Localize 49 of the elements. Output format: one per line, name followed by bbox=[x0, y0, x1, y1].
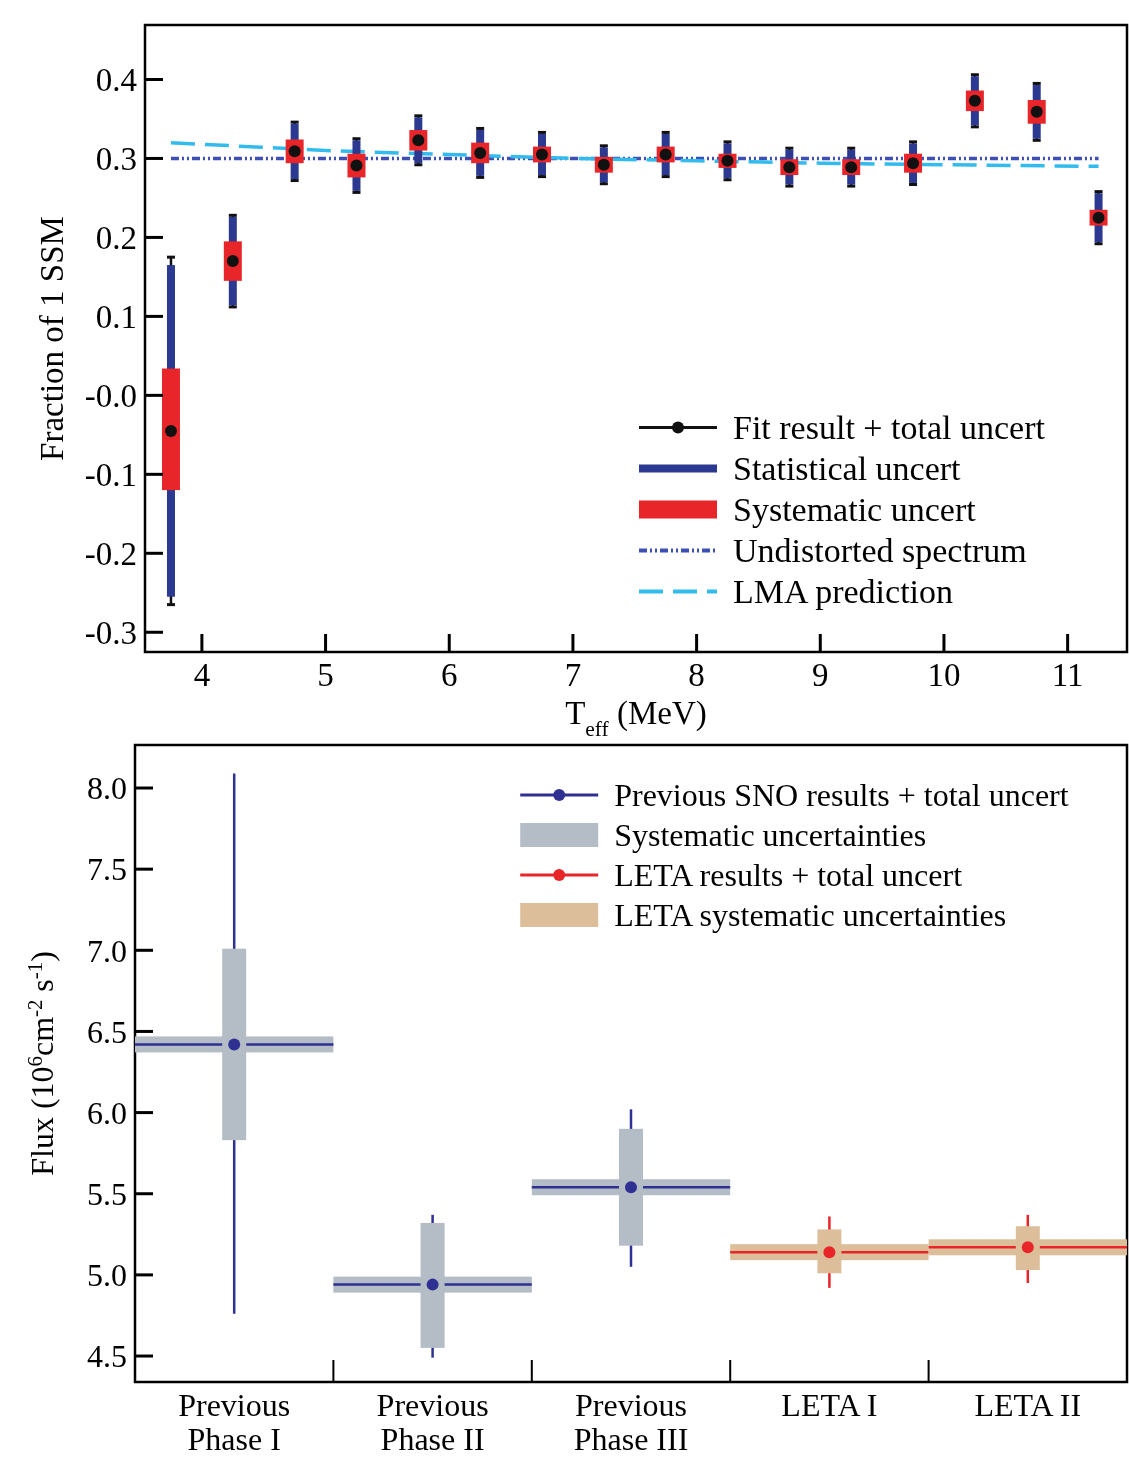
bar bbox=[161, 368, 180, 491]
x-tick-label: Previous Phase II bbox=[376, 1387, 489, 1457]
legend-label: Systematic uncertainties bbox=[614, 817, 927, 854]
x-tick-label: LETA I bbox=[781, 1387, 878, 1423]
legend-label: LETA results + total uncert bbox=[614, 857, 963, 894]
y-tick-label: 5.0 bbox=[87, 1257, 127, 1294]
y-tick-label: 0.1 bbox=[95, 298, 137, 335]
y-tick-label: 7.0 bbox=[87, 932, 127, 969]
y-tick-label: 0.3 bbox=[95, 141, 137, 177]
line-series bbox=[169, 140, 1101, 169]
y-tick-label: -0.0 bbox=[84, 377, 137, 414]
y-tick-label: -0.1 bbox=[84, 456, 137, 493]
x-tick-label: 5 bbox=[317, 657, 334, 693]
x-tick-label: Previous Phase III bbox=[573, 1387, 689, 1457]
bar bbox=[420, 1222, 445, 1348]
point bbox=[625, 1181, 637, 1194]
legend-label: Fit result + total uncert bbox=[733, 409, 1046, 447]
legend-label: Undistorted spectrum bbox=[733, 532, 1027, 570]
legend-label: LMA prediction bbox=[733, 573, 954, 611]
y-tick-label: 5.5 bbox=[87, 1175, 127, 1212]
x-tick-label: 6 bbox=[441, 657, 458, 693]
legend-label: Previous SNO results + total uncert bbox=[614, 777, 1069, 814]
y-tick-label: 7.5 bbox=[87, 851, 127, 888]
x-tick-label: LETA II bbox=[974, 1387, 1082, 1423]
y-tick-label: 6.0 bbox=[87, 1094, 127, 1131]
legend-label: LETA systematic uncertainties bbox=[614, 897, 1007, 934]
legend-label: Statistical uncert bbox=[733, 450, 962, 488]
y-tick-label: -0.3 bbox=[84, 614, 137, 651]
x-tick-label: 10 bbox=[927, 657, 961, 693]
y-tick-label: 8.0 bbox=[87, 770, 127, 807]
point bbox=[164, 424, 177, 437]
y-tick-label: -0.2 bbox=[84, 535, 137, 572]
y-axis-title: Fraction of 1 SSM bbox=[34, 216, 70, 461]
bar bbox=[619, 1128, 643, 1246]
point bbox=[228, 1038, 241, 1051]
legend-label: Systematic uncert bbox=[733, 491, 977, 529]
x-tick-label: 11 bbox=[1051, 657, 1084, 693]
x-tick-label: 7 bbox=[564, 657, 582, 693]
y-tick-label: 0.2 bbox=[95, 219, 137, 256]
x-axis-title: T$_{eff}$ (MeV) bbox=[565, 695, 707, 741]
y-tick-label: 6.5 bbox=[87, 1013, 127, 1050]
y-tick-label: 0.4 bbox=[95, 62, 137, 99]
x-tick-label: 8 bbox=[688, 657, 705, 693]
x-tick-label: 4 bbox=[193, 657, 211, 693]
bar bbox=[222, 948, 247, 1141]
x-tick-label: 9 bbox=[812, 657, 829, 693]
y-tick-label: 4.5 bbox=[87, 1338, 127, 1375]
point bbox=[426, 1278, 439, 1291]
x-tick-label: Previous Phase I bbox=[178, 1387, 291, 1457]
